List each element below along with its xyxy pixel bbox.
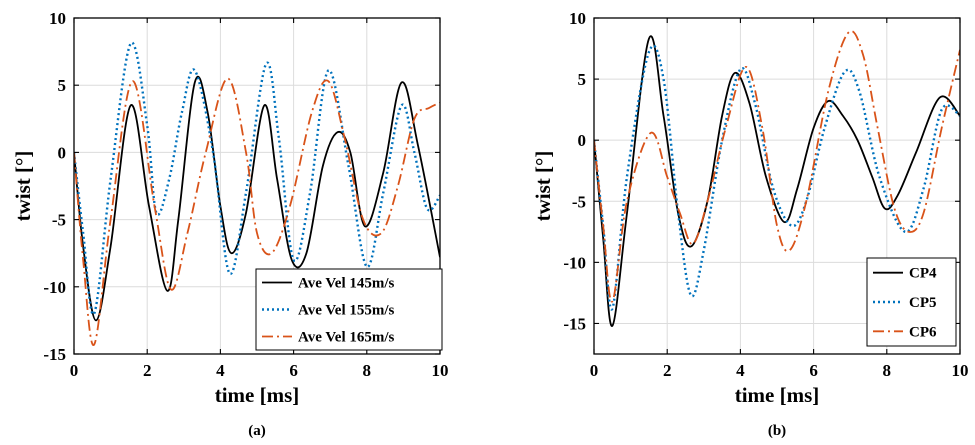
- x-tick-label: 2: [663, 361, 672, 380]
- panel-caption: (a): [248, 423, 266, 439]
- legend-label: CP5: [909, 295, 937, 311]
- y-tick-label: -10: [43, 278, 66, 297]
- y-tick-label: -5: [52, 211, 66, 230]
- x-tick-label: 0: [590, 361, 599, 380]
- x-tick-label: 10: [432, 361, 449, 380]
- y-tick-label: -15: [563, 314, 586, 333]
- x-tick-label: 8: [883, 361, 892, 380]
- y-tick-label: -10: [563, 253, 586, 272]
- series-line-3: [594, 30, 960, 303]
- y-tick-label: 5: [58, 76, 67, 95]
- x-tick-label: 8: [363, 361, 372, 380]
- x-tick-label: 4: [216, 361, 225, 380]
- y-tick-label: 0: [578, 131, 587, 150]
- series-line-1: [594, 35, 960, 327]
- y-tick-label: 10: [569, 9, 586, 28]
- x-tick-label: 6: [809, 361, 818, 380]
- legend: Ave Vel 145m/s Ave Vel 155m/s Ave Vel 165m…: [255, 268, 443, 351]
- x-tick-label: 4: [736, 361, 745, 380]
- y-tick-label: 5: [578, 70, 587, 89]
- x-tick-label: 6: [289, 361, 298, 380]
- y-tick-label: -15: [43, 345, 66, 364]
- chart-panel-2: 0 2 4 6 8 10 -15 -10 -5 0 5 10 time [ms] twist [°] (b)…: [531, 9, 969, 439]
- legend-label: CP4: [909, 266, 937, 282]
- chart-panel-1: 0 2 4 6 8 10 -15 -10 -5 0 5 10 time [ms] twist [°] (a)…: [11, 9, 449, 439]
- x-axis-label: time [ms]: [215, 383, 300, 407]
- legend-label: Ave Vel 155m/s: [298, 303, 395, 319]
- y-axis-label: twist [°]: [11, 151, 35, 222]
- legend-label: Ave Vel 145m/s: [298, 276, 395, 292]
- x-tick-label: 0: [70, 361, 79, 380]
- series-group: [74, 41, 440, 346]
- plot-frame: [593, 17, 961, 355]
- y-tick-label: 10: [49, 9, 66, 28]
- legend-label: Ave Vel 165m/s: [298, 330, 395, 346]
- series-line-2: [74, 41, 440, 316]
- x-tick-label: 2: [143, 361, 152, 380]
- y-tick-label: -5: [572, 192, 586, 211]
- panel-caption: (b): [768, 423, 786, 439]
- series-group: [594, 30, 960, 327]
- series-line-1: [74, 75, 440, 322]
- plot-frame: [73, 17, 441, 355]
- series-line-3: [74, 77, 440, 346]
- x-tick-label: 10: [952, 361, 969, 380]
- legend: CP4 CP5 CP6: [866, 257, 957, 347]
- legend-label: CP6: [909, 324, 937, 340]
- y-tick-label: 0: [58, 143, 67, 162]
- x-axis-label: time [ms]: [735, 383, 820, 407]
- y-axis-label: twist [°]: [531, 151, 555, 222]
